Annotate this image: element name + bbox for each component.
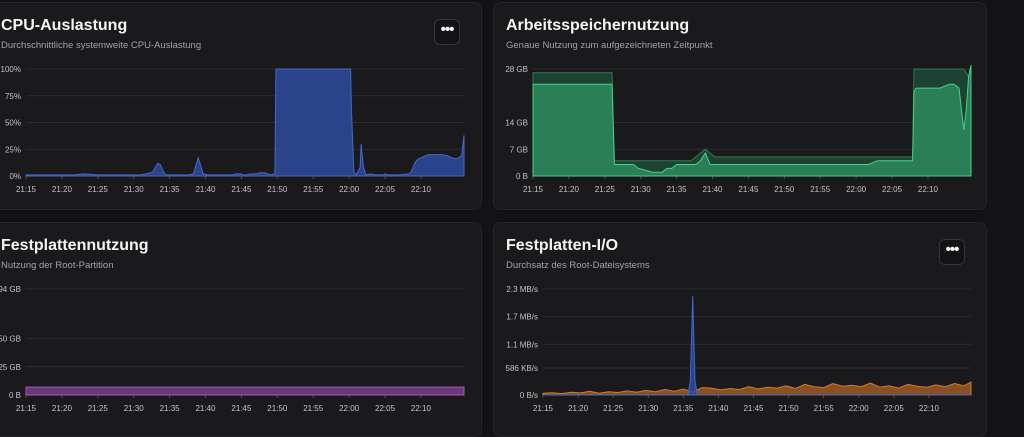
x-tick-label: 21:15 bbox=[16, 404, 37, 413]
y-tick-label: 586 KB/s bbox=[506, 364, 538, 373]
x-tick-label: 21:55 bbox=[303, 404, 324, 413]
x-tick-label: 22:05 bbox=[375, 404, 396, 413]
x-tick-label: 21:50 bbox=[774, 185, 795, 194]
x-tick-label: 21:25 bbox=[88, 185, 109, 194]
y-tick-label: 94 GB bbox=[0, 285, 21, 294]
x-tick-label: 21:35 bbox=[667, 185, 688, 194]
y-tick-label: 50% bbox=[5, 119, 21, 128]
y-tick-label: 0 B bbox=[516, 172, 528, 181]
x-tick-label: 21:20 bbox=[559, 185, 580, 194]
x-tick-label: 21:45 bbox=[738, 185, 759, 194]
x-tick-label: 21:50 bbox=[779, 404, 800, 413]
x-tick-label: 22:00 bbox=[339, 404, 360, 413]
x-tick-label: 21:20 bbox=[568, 404, 589, 413]
disk-title: Festplattennutzung bbox=[1, 237, 149, 254]
disk-io-subtitle: Durchsatz des Root-Dateisystems bbox=[506, 260, 650, 271]
y-tick-label: 1.7 MB/s bbox=[506, 313, 538, 322]
x-tick-label: 21:40 bbox=[702, 185, 723, 194]
disk-io-card: Festplatten-I/O Durchsatz des Root-Datei… bbox=[493, 222, 987, 437]
y-tick-label: 28 GB bbox=[505, 65, 528, 74]
y-tick-label: 0 B bbox=[9, 391, 21, 400]
disk-series-area bbox=[25, 386, 465, 396]
y-tick-label: 25% bbox=[5, 145, 21, 154]
disk-chart: 0 B 25 GB 50 GB 94 GB 21:15 21:20 21:25 21:30 21… bbox=[0, 285, 465, 413]
x-tick-label: 22:05 bbox=[375, 185, 396, 194]
memory-chart: 0 B 7 GB 14 GB 28 GB 21:15 21:20 21:25 21:30 21:… bbox=[505, 65, 972, 194]
y-tick-label: 50 GB bbox=[0, 335, 21, 344]
read-series-area bbox=[543, 295, 971, 396]
x-tick-label: 21:50 bbox=[267, 404, 288, 413]
disk-io-more-options-button[interactable]: ••• bbox=[939, 239, 965, 265]
x-tick-label: 21:25 bbox=[603, 404, 624, 413]
x-tick-label: 21:40 bbox=[195, 404, 216, 413]
x-tick-label: 22:10 bbox=[411, 404, 432, 413]
y-tick-label: 7 GB bbox=[510, 145, 528, 154]
cpu-series-area bbox=[25, 68, 465, 177]
cpu-title: CPU-Auslastung bbox=[1, 17, 128, 34]
x-tick-label: 21:20 bbox=[52, 404, 73, 413]
disk-usage-card: Festplattennutzung Nutzung der Root-Part… bbox=[0, 222, 482, 437]
x-tick-label: 21:30 bbox=[638, 404, 659, 413]
x-tick-label: 21:20 bbox=[52, 185, 73, 194]
x-tick-label: 22:10 bbox=[411, 185, 432, 194]
x-tick-label: 21:55 bbox=[814, 404, 835, 413]
x-tick-label: 21:45 bbox=[743, 404, 764, 413]
x-tick-label: 21:30 bbox=[124, 185, 145, 194]
used-series-area bbox=[532, 65, 972, 177]
cpu-more-options-button[interactable]: ••• bbox=[434, 19, 460, 45]
memory-title: Arbeitsspeichernutzung bbox=[506, 17, 690, 34]
x-tick-label: 22:00 bbox=[339, 185, 360, 194]
y-tick-label: 25 GB bbox=[0, 363, 21, 372]
x-tick-label: 22:00 bbox=[849, 404, 870, 413]
x-tick-label: 22:10 bbox=[919, 404, 940, 413]
x-tick-label: 21:50 bbox=[267, 185, 288, 194]
disk-subtitle: Nutzung der Root-Partition bbox=[1, 260, 114, 271]
x-tick-label: 22:10 bbox=[918, 185, 939, 194]
x-tick-label: 21:15 bbox=[16, 185, 37, 194]
x-tick-label: 22:05 bbox=[884, 404, 905, 413]
y-tick-label: 2.3 MB/s bbox=[506, 285, 538, 294]
y-tick-label: 1.1 MB/s bbox=[506, 340, 538, 349]
memory-usage-card: Arbeitsspeichernutzung Genaue Nutzung zu… bbox=[493, 2, 987, 210]
x-tick-label: 21:55 bbox=[810, 185, 831, 194]
x-tick-label: 21:30 bbox=[124, 404, 145, 413]
x-tick-label: 21:55 bbox=[303, 185, 324, 194]
x-tick-label: 21:40 bbox=[195, 185, 216, 194]
x-tick-label: 21:35 bbox=[160, 185, 181, 194]
x-tick-label: 21:35 bbox=[673, 404, 694, 413]
y-tick-label: 0% bbox=[9, 172, 21, 181]
x-tick-label: 21:40 bbox=[708, 404, 729, 413]
y-tick-label: 75% bbox=[5, 92, 21, 101]
x-tick-label: 22:00 bbox=[846, 185, 867, 194]
cpu-subtitle: Durchschnittliche systemweite CPU-Auslas… bbox=[1, 40, 202, 51]
x-tick-label: 21:15 bbox=[523, 185, 544, 194]
write-series-area bbox=[542, 381, 972, 396]
disk-io-chart: 0 B/s 586 KB/s 1.1 MB/s 1.7 MB/s 2.3 MB/s 21:… bbox=[506, 285, 972, 413]
x-tick-label: 21:45 bbox=[231, 404, 252, 413]
x-tick-label: 22:05 bbox=[882, 185, 903, 194]
y-tick-label: 0 B/s bbox=[520, 391, 538, 400]
x-tick-label: 21:45 bbox=[231, 185, 252, 194]
disk-io-title: Festplatten-I/O bbox=[506, 237, 619, 254]
cpu-usage-card: CPU-Auslastung Durchschnittliche systemw… bbox=[0, 2, 482, 210]
x-tick-label: 21:30 bbox=[631, 185, 652, 194]
y-tick-label: 100% bbox=[1, 65, 21, 74]
cpu-chart: 0% 25% 50% 75% 100% 21:15 21:20 21:25 21:30 21:35… bbox=[1, 65, 465, 194]
x-tick-label: 21:25 bbox=[88, 404, 109, 413]
x-tick-label: 21:35 bbox=[160, 404, 181, 413]
x-tick-label: 21:25 bbox=[595, 185, 616, 194]
memory-subtitle: Genaue Nutzung zum aufgezeichneten Zeitp… bbox=[506, 40, 713, 51]
x-tick-label: 21:15 bbox=[533, 404, 554, 413]
y-tick-label: 14 GB bbox=[505, 119, 528, 128]
